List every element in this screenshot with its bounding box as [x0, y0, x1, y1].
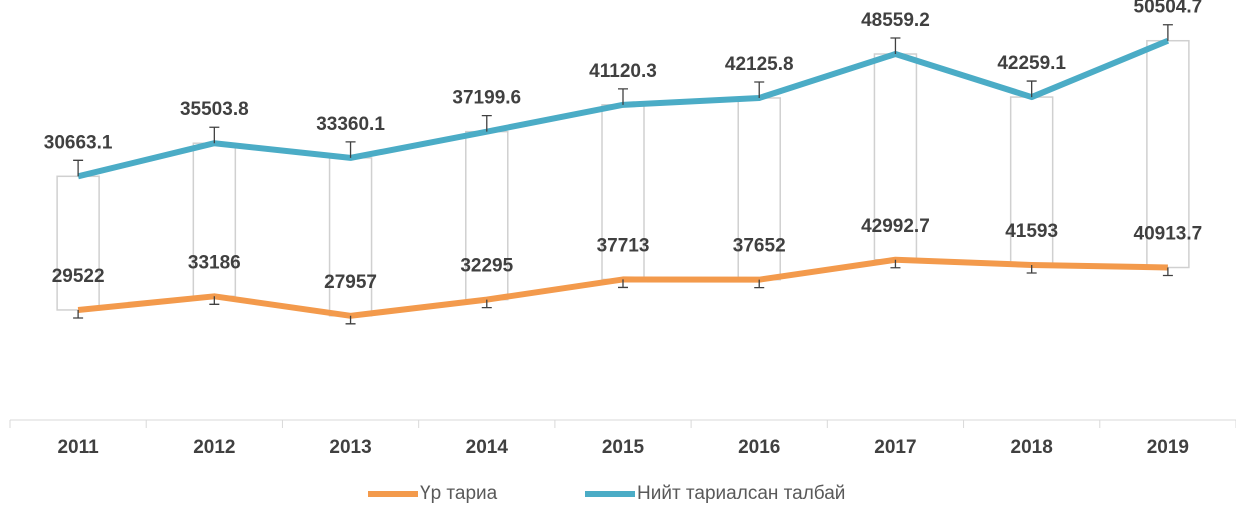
data-label: 37199.6 — [452, 88, 521, 109]
error-bar — [1162, 24, 1173, 41]
error-bar — [481, 299, 492, 309]
error-bar — [618, 279, 628, 289]
x-tick-label: 2013 — [329, 437, 371, 458]
error-bar — [890, 259, 901, 269]
up-down-bar — [56, 175, 100, 311]
data-label: 40913.7 — [1134, 224, 1203, 245]
x-tick-label: 2019 — [1147, 437, 1189, 458]
legend-label: Үр тариа — [420, 483, 498, 504]
up-down-bar — [1009, 96, 1054, 266]
up-down-bar — [737, 97, 781, 281]
data-label: 35503.8 — [180, 99, 249, 120]
x-tick-label: 2017 — [874, 437, 916, 458]
data-label: 42992.7 — [861, 216, 930, 237]
data-label: 29522 — [52, 266, 105, 287]
x-tick-label: 2016 — [738, 437, 780, 458]
data-label: 37652 — [733, 236, 786, 257]
up-down-bar — [192, 142, 237, 298]
x-tick-label: 2012 — [193, 437, 235, 458]
x-tick-label: 2018 — [1011, 437, 1053, 458]
data-label: 41593 — [1005, 221, 1058, 242]
legend-label: Нийт тариалсан талбай — [637, 483, 845, 504]
data-label: 37713 — [597, 235, 650, 256]
error-bar — [209, 296, 220, 305]
data-label: 42125.8 — [725, 54, 794, 75]
data-label: 33186 — [188, 252, 241, 273]
x-tick-label: 2015 — [602, 437, 645, 458]
up-down-bar — [1146, 39, 1190, 269]
error-bar — [73, 159, 84, 177]
error-bar — [345, 141, 356, 158]
error-bar — [618, 88, 628, 105]
x-tick-label: 2011 — [57, 437, 99, 458]
data-label: 27957 — [324, 272, 377, 293]
error-bar — [481, 114, 492, 132]
data-label: 50504.7 — [1134, 0, 1203, 18]
error-bar — [345, 315, 356, 325]
error-bar — [1026, 264, 1037, 274]
error-bar — [209, 126, 220, 144]
error-bar — [1162, 267, 1173, 277]
data-label: 48559.2 — [861, 10, 930, 31]
error-bar — [754, 81, 765, 98]
error-bar — [1026, 80, 1037, 98]
error-bar — [73, 309, 84, 319]
data-label: 32295 — [460, 256, 513, 277]
error-bar — [754, 279, 765, 289]
x-tick-label: 2014 — [466, 437, 509, 458]
error-bar — [890, 37, 901, 55]
data-label: 33360.1 — [316, 114, 385, 135]
up-down-bar — [465, 130, 509, 301]
data-label: 41120.3 — [589, 61, 657, 82]
up-down-bar — [873, 53, 918, 261]
data-label: 42259.1 — [997, 53, 1066, 74]
data-label: 30663.1 — [44, 132, 113, 153]
